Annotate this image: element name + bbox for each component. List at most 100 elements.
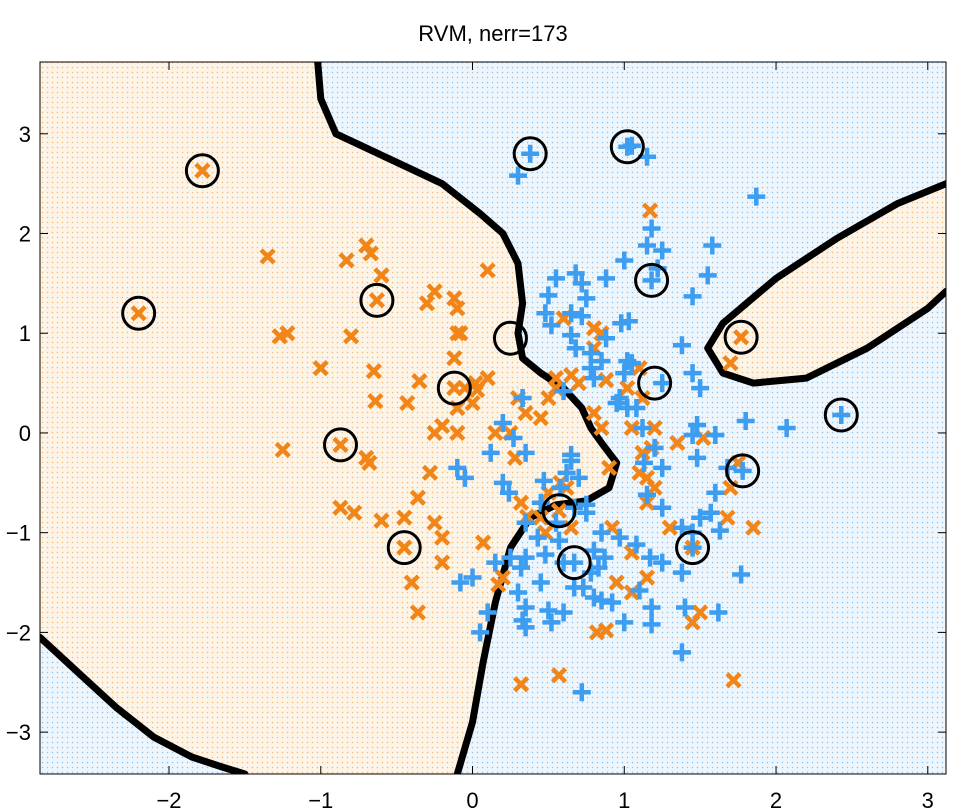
x-marker-82 [733,329,750,346]
plus-marker-20 [566,339,585,358]
x-marker-68 [593,419,610,437]
plus-marker-5 [638,236,657,255]
plus-marker-84 [630,581,649,600]
x-marker-30 [426,424,443,442]
x-marker-43 [434,554,451,571]
plus-marker-58 [691,508,710,527]
plus-marker-4 [642,219,661,238]
x-marker-15 [411,373,428,390]
plus-marker-116 [513,389,532,408]
plus-marker-28 [672,336,691,355]
plus-marker-49 [736,411,755,430]
plus-marker-67 [610,528,629,547]
plus-marker-0 [521,144,540,163]
x-marker-32 [332,436,349,454]
plus-marker-81 [595,548,614,567]
x-marker-46 [409,489,426,506]
plus-marker-53 [635,453,653,472]
plus-marker-88 [709,603,728,622]
x-marker-97 [588,624,606,641]
region-x-0 [40,62,617,774]
plus-marker-66 [627,535,646,554]
x-marker-17 [426,283,443,300]
plus-marker-113 [539,601,558,620]
plus-marker-101 [463,568,482,587]
plus-marker-14 [577,289,596,308]
x-marker-12 [365,363,382,380]
plus-marker-117 [493,413,512,432]
plus-marker-59 [701,503,720,522]
plus-marker-27 [584,369,603,388]
decision-boundary-0 [314,62,621,774]
plus-marker-26 [615,364,634,383]
plus-marker-83 [615,613,634,632]
x-marker-45 [426,514,443,531]
decision-boundary-1 [40,633,249,774]
x-marker-39 [396,509,413,526]
plot-frame [39,61,947,775]
plus-marker-112 [516,618,535,637]
plus-marker-64 [653,553,672,572]
plus-marker-103 [486,553,505,572]
relevance-vector-circle-9 [634,262,670,298]
plus-marker-115 [448,458,467,477]
y-tick-label: −3 [6,720,31,745]
plus-marker-121 [493,473,512,492]
x-marker-42 [409,604,426,621]
plus-marker-129 [618,352,637,371]
x-marker-69 [597,372,615,389]
relevance-vector-circle-14 [675,530,711,566]
decision-boundary-2 [704,180,946,387]
plus-marker-86 [642,615,661,634]
relevance-vector-circle-15 [541,493,577,529]
relevance-vector-circle-16 [556,545,592,581]
x-marker-19 [449,300,466,317]
x-marker-98 [550,667,568,684]
plus-marker-99 [499,483,518,502]
plus-marker-47 [777,418,796,437]
plus-marker-106 [516,598,535,617]
x-marker-13 [367,392,384,410]
x-marker-114 [641,202,659,219]
plus-marker-114 [455,468,474,487]
x-marker-86 [661,519,678,536]
plus-marker-105 [509,583,528,602]
plus-marker-78 [574,578,593,597]
x-tick-label: 3 [922,788,934,812]
x-marker-48 [475,534,492,551]
plus-marker-111 [478,603,497,622]
x-marker-84 [719,509,736,526]
plus-marker-12 [572,274,591,293]
x-tick-label: −1 [308,788,333,812]
plus-marker-41 [683,425,702,444]
x-marker-87 [646,479,663,496]
x-marker-105 [517,404,534,422]
x-marker-16 [418,295,436,312]
x-marker-71 [623,419,640,437]
x-marker-8 [358,237,375,254]
plus-marker-122 [554,382,573,401]
plus-marker-128 [584,541,603,560]
plus-marker-54 [638,485,657,504]
x-marker-44 [434,529,451,546]
plus-marker-1 [509,166,528,185]
plus-marker-130 [592,352,611,371]
plus-marker-89 [672,643,691,662]
plus-marker-63 [672,563,691,582]
plus-marker-102 [451,573,470,592]
x-tick-label: 2 [770,788,782,812]
plus-marker-34 [747,187,766,206]
plus-marker-15 [546,269,565,288]
x-marker-37 [274,441,291,459]
plus-marker-11 [566,264,585,283]
x-marker-11 [373,267,390,284]
x-marker-99 [512,676,530,693]
x-marker-51 [512,494,530,511]
relevance-vector-circle-3 [436,370,472,406]
x-tick-label: 0 [466,788,478,812]
plus-marker-71 [569,468,588,487]
plus-marker-91 [592,591,611,610]
relevance-vector-circle-6 [492,320,528,356]
plus-marker-95 [512,558,531,577]
